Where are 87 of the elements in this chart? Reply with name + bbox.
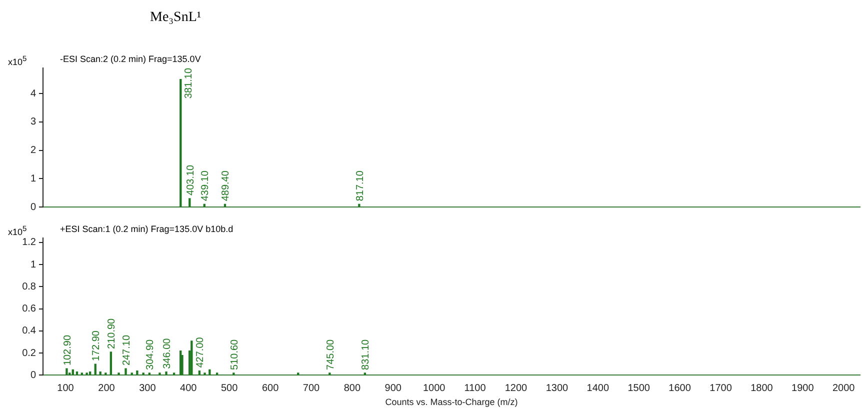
annotation: 403.10	[185, 164, 196, 196]
bar	[104, 372, 107, 376]
chart-title: Me₃SnL¹	[150, 10, 202, 26]
bar	[89, 372, 92, 376]
y-tick-label: 0.2	[22, 348, 36, 359]
bar	[204, 372, 206, 376]
bar	[208, 369, 211, 376]
x-tick-label: 1900	[792, 382, 814, 394]
annotation: 439.10	[200, 170, 212, 202]
x-tick-label: 1400	[586, 382, 610, 394]
x-tick-label: 400	[180, 382, 198, 394]
bar	[224, 204, 226, 207]
bar	[72, 369, 74, 376]
x-tick-label: 500	[220, 382, 238, 394]
x-tick-label: 1200	[504, 382, 528, 394]
chart-subtitle: -ESI Scan:2 (0.2 min) Frag=135.0V	[60, 54, 201, 64]
x-tick-label: 800	[344, 382, 361, 394]
y-tick-label: 1	[30, 259, 36, 270]
x-tick-label: 1700	[710, 382, 732, 394]
y-axis-title: x10$^{5}$	[8, 224, 27, 237]
bar	[198, 370, 201, 376]
y-axis-title: x10$^{5}$	[8, 54, 27, 67]
bar	[94, 364, 96, 376]
y-tick-label: 0.6	[22, 304, 36, 315]
bar	[165, 372, 168, 376]
y-tick-label: 3	[30, 116, 36, 128]
x-tick-label: 900	[384, 382, 402, 394]
bar	[124, 368, 127, 376]
annotation: 427.00	[195, 336, 206, 368]
x-tick-label: 300	[139, 382, 156, 394]
bar	[99, 372, 102, 376]
x-tick-label: 700	[302, 382, 320, 394]
bar	[158, 372, 161, 376]
x-axis-title: Counts vs. Mass-to-Charge (m/z)	[385, 397, 518, 408]
x-tick-label: 1600	[668, 382, 692, 394]
x-tick-label: 1300	[546, 382, 569, 394]
bar	[130, 372, 133, 376]
annotation: 831.10	[360, 338, 372, 370]
y-tick-label: 1	[30, 173, 36, 184]
bar	[297, 372, 300, 376]
bar	[136, 370, 138, 376]
bar	[180, 79, 182, 207]
bar	[66, 368, 68, 376]
annotation: 381.10	[183, 68, 194, 99]
bar	[364, 372, 366, 376]
y-tick-label: 2	[30, 145, 36, 156]
annotation: 304.90	[145, 338, 156, 370]
x-tick-label: 1000	[422, 382, 446, 394]
bar	[216, 372, 218, 376]
x-tick-label: 600	[262, 382, 280, 394]
bar	[190, 340, 193, 376]
bar	[358, 204, 360, 207]
bar	[148, 372, 151, 376]
y-tick-label: 0.4	[22, 326, 36, 337]
bar	[172, 372, 176, 376]
annotation: 247.10	[122, 334, 133, 366]
y-tick-label: 0	[30, 370, 36, 381]
x-tick-label: 1500	[628, 382, 650, 394]
annotation: 817.10	[354, 170, 366, 202]
y-tick-label: 0	[30, 202, 36, 213]
annotation: 210.90	[106, 318, 118, 349]
annotation: 745.00	[325, 338, 336, 370]
bar	[328, 372, 331, 376]
bar	[188, 198, 191, 207]
annotation: 510.60	[229, 338, 240, 370]
bar	[80, 372, 83, 376]
annotation: 102.90	[62, 334, 74, 366]
y-tick-label: 0.8	[22, 281, 36, 292]
y-tick-label: 4	[30, 88, 36, 100]
annotation: 489.40	[220, 170, 232, 202]
bar	[203, 204, 206, 207]
y-tick-label: 1.2	[22, 237, 36, 248]
bar	[86, 372, 88, 376]
chart-subtitle: +ESI Scan:1 (0.2 min) Frag=135.0V b10b.d	[60, 224, 234, 234]
bar	[181, 354, 184, 376]
bar	[232, 372, 235, 376]
annotation: 172.90	[91, 330, 102, 362]
bar	[118, 372, 120, 376]
bar	[142, 372, 144, 376]
annotation: 346.00	[162, 338, 174, 369]
bar	[76, 372, 78, 376]
x-tick-label: 1800	[750, 382, 774, 394]
bar	[110, 352, 112, 376]
x-tick-label: 200	[98, 382, 116, 394]
x-tick-label: 2000	[832, 382, 856, 394]
x-tick-label: 100	[57, 382, 74, 394]
x-tick-label: 1100	[464, 382, 486, 394]
